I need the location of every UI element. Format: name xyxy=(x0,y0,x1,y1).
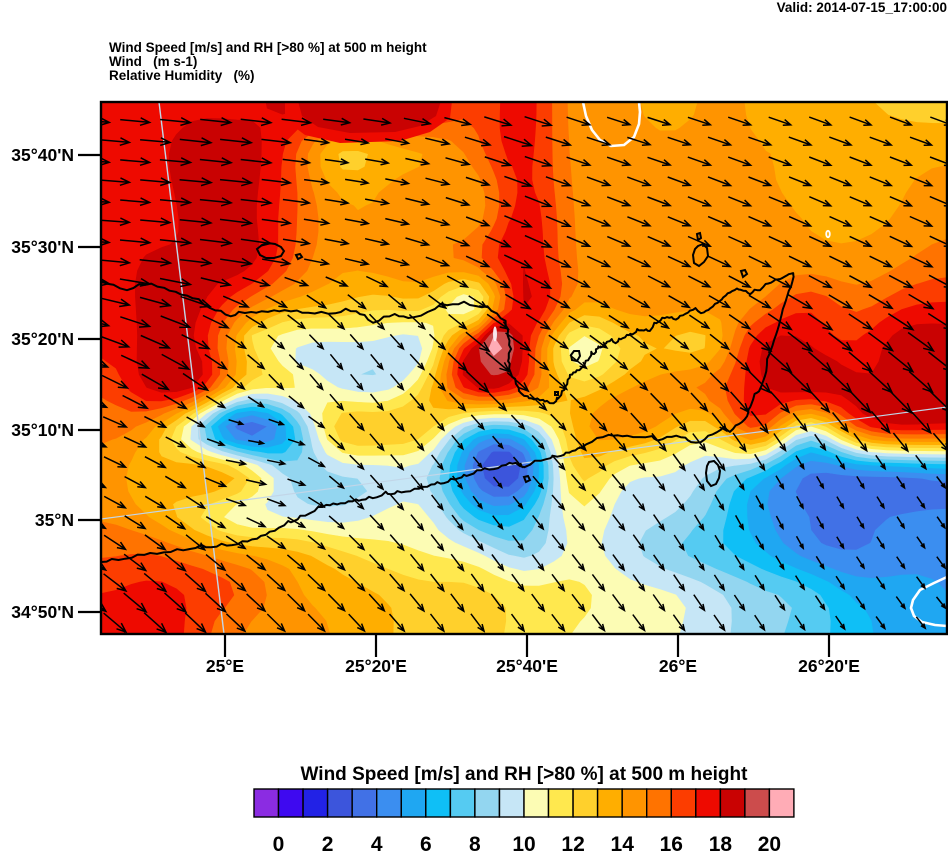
svg-text:Wind (m s-1): Wind (m s-1) xyxy=(109,54,197,69)
svg-text:26°20'E: 26°20'E xyxy=(798,656,860,676)
svg-text:35°20'N: 35°20'N xyxy=(11,329,74,349)
svg-text:10: 10 xyxy=(512,833,535,854)
svg-text:35°40'N: 35°40'N xyxy=(11,145,74,165)
svg-text:35°N: 35°N xyxy=(35,510,74,530)
svg-text:0: 0 xyxy=(273,833,285,854)
svg-text:25°E: 25°E xyxy=(206,656,244,676)
svg-text:8: 8 xyxy=(469,833,481,854)
svg-text:20: 20 xyxy=(758,833,781,854)
svg-text:34°50'N: 34°50'N xyxy=(11,602,74,622)
svg-text:18: 18 xyxy=(709,833,733,854)
svg-text:35°30'N: 35°30'N xyxy=(11,237,74,257)
svg-text:Relative Humidity (%): Relative Humidity (%) xyxy=(109,68,255,83)
svg-text:25°40'E: 25°40'E xyxy=(496,656,558,676)
svg-text:Wind Speed [m/s] and RH [>80 %: Wind Speed [m/s] and RH [>80 %] at 500 m… xyxy=(301,764,749,785)
svg-text:25°20'E: 25°20'E xyxy=(345,656,407,676)
svg-text:26°E: 26°E xyxy=(659,656,697,676)
svg-text:4: 4 xyxy=(371,833,383,854)
svg-text:Valid: 2014-07-15_17:00:00: Valid: 2014-07-15_17:00:00 xyxy=(777,0,947,15)
svg-text:16: 16 xyxy=(660,833,683,854)
svg-text:12: 12 xyxy=(561,833,584,854)
svg-text:Wind Speed [m/s] and RH [>80 %: Wind Speed [m/s] and RH [>80 %] at 500 m… xyxy=(109,40,427,55)
svg-text:6: 6 xyxy=(420,833,432,854)
svg-text:2: 2 xyxy=(322,833,334,854)
svg-text:35°10'N: 35°10'N xyxy=(11,420,74,440)
svg-text:14: 14 xyxy=(611,833,635,854)
